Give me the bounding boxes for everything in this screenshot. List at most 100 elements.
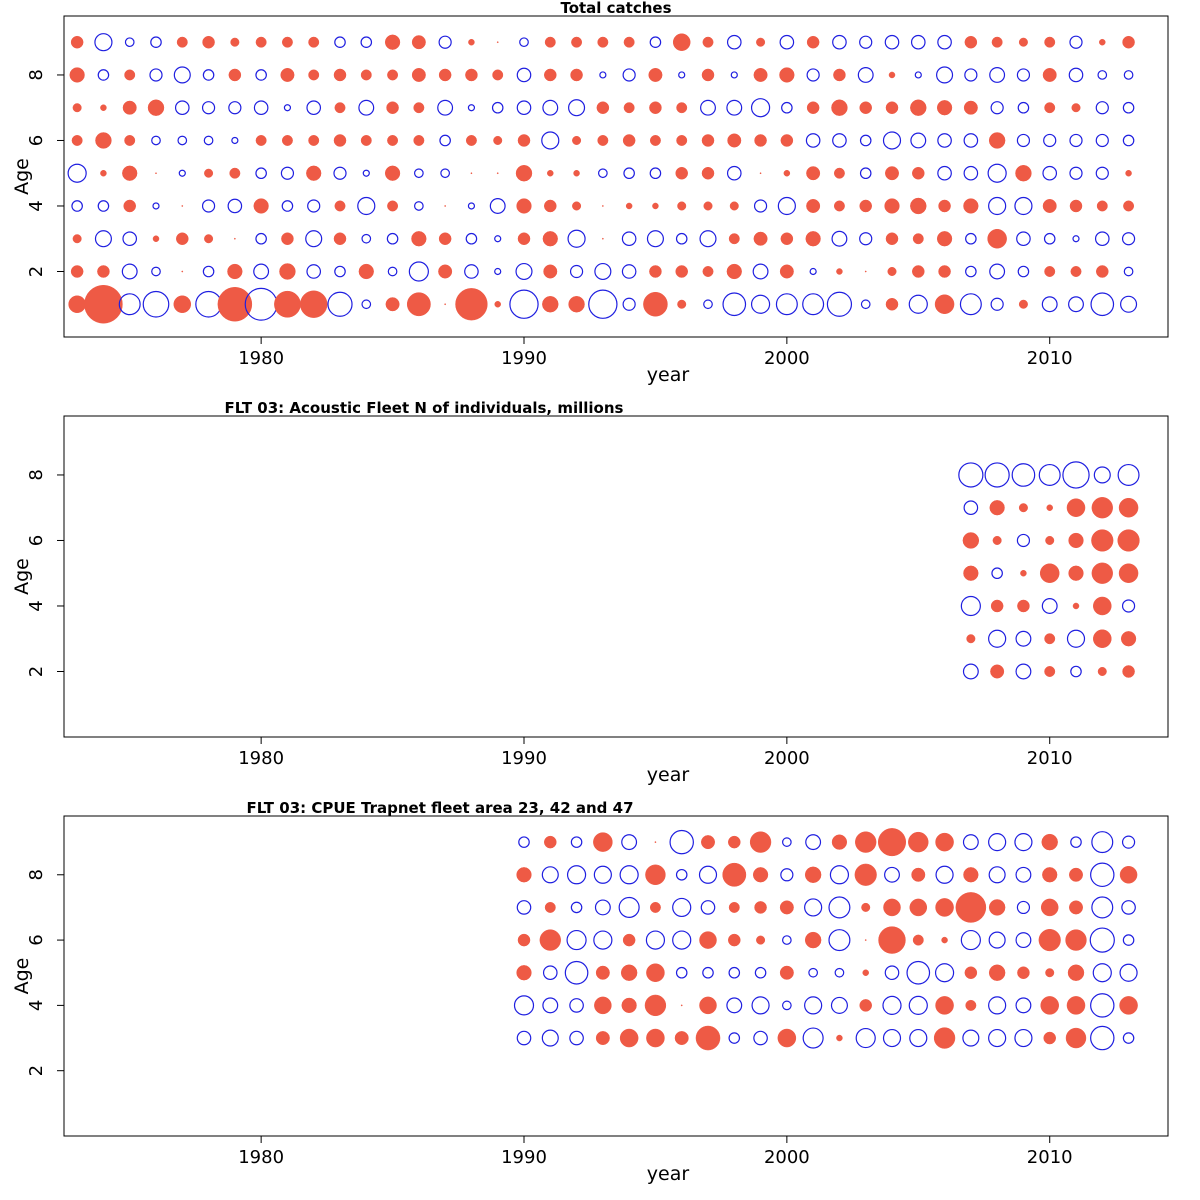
negative-residual-bubble <box>122 231 138 247</box>
positive-residual-bubble <box>1042 67 1057 82</box>
negative-residual-bubble <box>255 232 267 245</box>
positive-residual-bubble <box>963 198 979 214</box>
positive-residual-bubble <box>855 831 877 853</box>
negative-residual-bubble <box>305 230 323 248</box>
negative-residual-bubble <box>97 69 110 81</box>
negative-residual-bubble <box>802 293 825 316</box>
negative-residual-bubble <box>672 897 692 918</box>
negative-residual-bubble <box>859 167 872 180</box>
positive-residual-bubble <box>568 296 585 313</box>
positive-residual-bubble <box>938 265 951 278</box>
positive-residual-bubble <box>728 233 740 245</box>
positive-residual-bubble <box>571 36 583 48</box>
negative-residual-bubble <box>934 963 955 983</box>
positive-residual-bubble <box>1122 665 1135 678</box>
positive-residual-bubble <box>1038 929 1061 952</box>
positive-residual-bubble <box>1042 867 1058 883</box>
negative-residual-bubble <box>71 200 83 212</box>
positive-residual-bubble <box>152 235 160 242</box>
positive-residual-bubble <box>674 1031 689 1046</box>
positive-residual-bubble <box>181 205 184 207</box>
positive-residual-bubble <box>702 36 714 48</box>
positive-residual-bubble <box>804 931 822 949</box>
negative-residual-bubble <box>67 163 87 183</box>
negative-residual-bubble <box>750 98 771 118</box>
positive-residual-bubble <box>806 35 820 49</box>
negative-residual-bubble <box>491 101 504 114</box>
negative-residual-bubble <box>94 33 113 52</box>
positive-residual-bubble <box>941 936 948 944</box>
negative-residual-bubble <box>593 865 612 884</box>
positive-residual-bubble <box>859 101 872 114</box>
positive-residual-bubble <box>204 168 214 178</box>
positive-residual-bubble <box>620 964 638 981</box>
positive-residual-bubble <box>255 135 267 146</box>
positive-residual-bubble <box>859 199 872 213</box>
negative-residual-bubble <box>1117 463 1140 486</box>
positive-residual-bubble <box>701 134 715 147</box>
positive-residual-bubble <box>1020 569 1027 577</box>
positive-residual-bubble <box>831 834 848 850</box>
negative-residual-bubble <box>598 168 608 179</box>
positive-residual-bubble <box>228 68 242 82</box>
positive-residual-bubble <box>69 67 85 83</box>
positive-residual-bubble <box>831 99 848 116</box>
positive-residual-bubble <box>493 135 503 145</box>
positive-residual-bubble <box>1091 529 1114 552</box>
negative-residual-bubble <box>253 263 270 280</box>
negative-residual-bubble <box>177 135 188 146</box>
negative-residual-bubble <box>566 865 587 885</box>
positive-residual-bubble <box>1070 266 1082 277</box>
negative-residual-bubble <box>1043 133 1057 148</box>
positive-residual-bubble <box>779 264 794 279</box>
positive-residual-bubble <box>517 232 531 245</box>
negative-residual-bubble <box>306 264 322 279</box>
negative-residual-bubble <box>281 200 294 212</box>
positive-residual-bubble <box>124 69 136 81</box>
positive-residual-bubble <box>805 231 821 247</box>
positive-residual-bubble <box>646 963 665 982</box>
negative-residual-bubble <box>255 69 267 81</box>
negative-residual-bubble <box>306 100 322 116</box>
negative-residual-bubble <box>386 232 399 245</box>
negative-residual-bubble <box>334 265 346 278</box>
positive-residual-bubble <box>964 35 978 49</box>
positive-residual-bubble <box>962 532 980 549</box>
negative-residual-bubble <box>202 69 215 81</box>
positive-residual-bubble <box>1018 503 1028 513</box>
negative-residual-bubble <box>327 291 353 317</box>
x-tick-label: 2010 <box>1027 1147 1073 1168</box>
negative-residual-bubble <box>494 267 502 276</box>
positive-residual-bubble <box>181 270 184 273</box>
positive-residual-bubble <box>100 104 107 111</box>
negative-residual-bubble <box>541 866 559 884</box>
negative-residual-bubble <box>1016 533 1031 548</box>
negative-residual-bubble <box>569 1030 584 1046</box>
positive-residual-bubble <box>602 237 604 240</box>
y-tick-label: 2 <box>26 1065 47 1076</box>
negative-residual-bubble <box>700 900 716 915</box>
y-tick-label: 6 <box>26 135 47 146</box>
negative-residual-bubble <box>937 165 952 181</box>
negative-residual-bubble <box>307 199 321 213</box>
negative-residual-bubble <box>283 104 292 112</box>
positive-residual-bubble <box>643 291 668 317</box>
negative-residual-bubble <box>439 134 451 147</box>
negative-residual-bubble <box>1090 993 1115 1018</box>
positive-residual-bubble <box>702 266 714 277</box>
positive-residual-bubble <box>963 100 978 115</box>
negative-residual-bubble <box>988 1028 1007 1048</box>
positive-residual-bubble <box>887 266 897 276</box>
negative-residual-bubble <box>751 996 770 1015</box>
negative-residual-bubble <box>828 896 851 919</box>
positive-residual-bubble <box>602 205 604 207</box>
positive-residual-bubble <box>1097 666 1107 676</box>
positive-residual-bubble <box>281 232 294 245</box>
positive-residual-bubble <box>360 135 372 146</box>
y-tick-label: 2 <box>26 666 47 677</box>
negative-residual-bubble <box>988 833 1007 852</box>
positive-residual-bubble <box>623 102 635 114</box>
positive-residual-bubble <box>938 199 951 213</box>
negative-residual-bubble <box>649 36 662 49</box>
x-tick-label: 1990 <box>501 1147 547 1168</box>
